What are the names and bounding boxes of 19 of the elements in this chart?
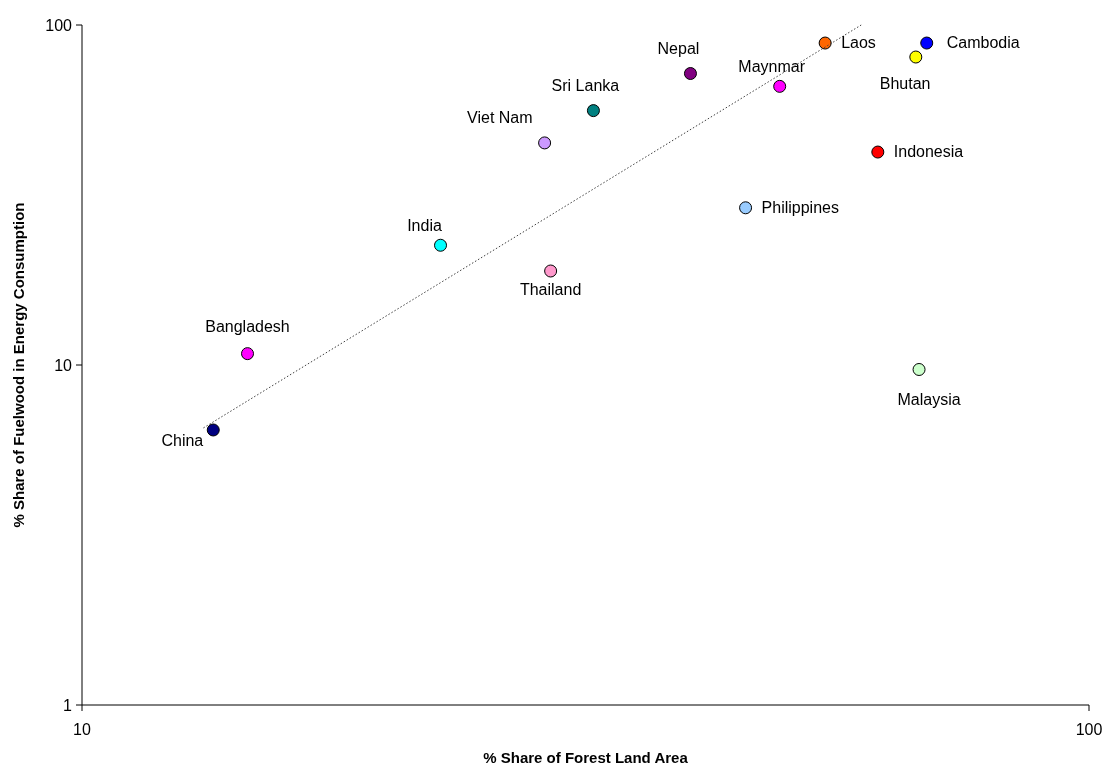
y-tick-label: 1 — [63, 697, 73, 714]
series-label: Maynmar — [738, 58, 806, 76]
series-label: Philippines — [761, 198, 839, 216]
series-label: Malaysia — [897, 391, 961, 409]
series-label: Laos — [841, 34, 876, 52]
series-label: Indonesia — [893, 143, 964, 161]
y-tick-label: 10 — [54, 357, 73, 374]
series-label: Bhutan — [879, 75, 931, 93]
series-label: Nepal — [657, 39, 700, 57]
y-axis-title: % Share of Fuelwood in Energy Consumption — [10, 202, 27, 528]
series-label: Viet Nam — [467, 108, 533, 126]
series-label: India — [407, 217, 442, 235]
series-label: Thailand — [519, 281, 582, 298]
series-label: China — [161, 431, 204, 449]
x-axis-title: % Share of Forest Land Area — [483, 749, 689, 766]
series-label: Bangladesh — [205, 317, 290, 335]
series-label: Sri Lanka — [551, 76, 620, 94]
series-label: Cambodia — [946, 34, 1020, 52]
y-tick-label: 100 — [45, 17, 73, 34]
